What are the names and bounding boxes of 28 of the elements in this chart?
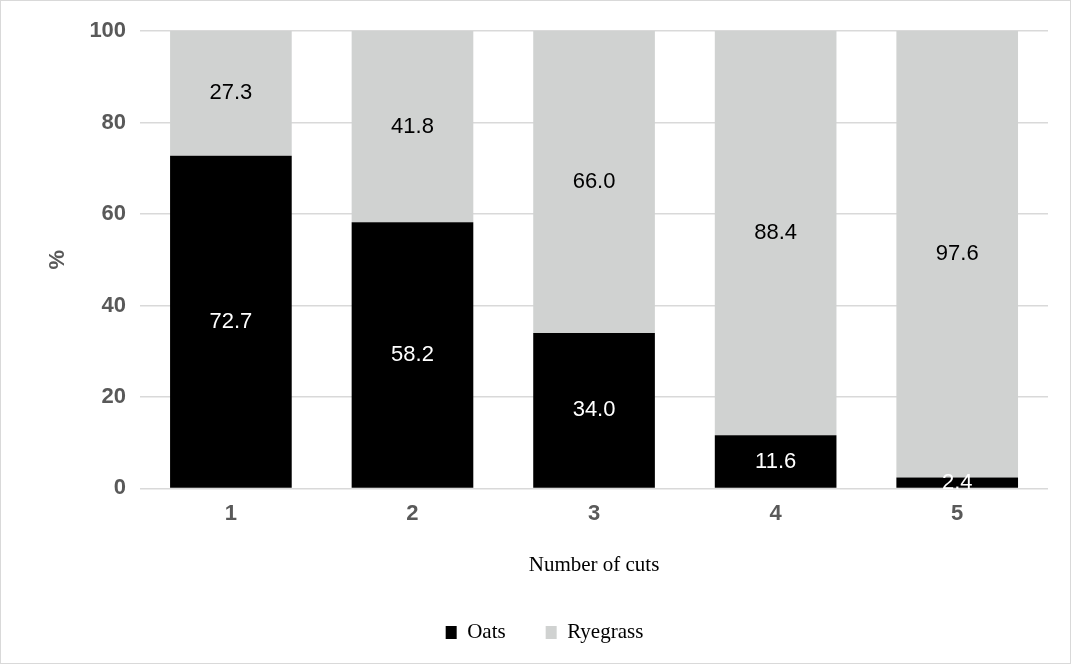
data-label: 66.0: [572, 168, 616, 193]
bar: [533, 332, 655, 488]
data-label: 27.3: [209, 79, 253, 105]
x-tick-label: 5: [951, 499, 964, 525]
y-axis-title: %: [44, 249, 70, 270]
x-tick-label: 4: [769, 499, 783, 525]
y-tick-label: 20: [101, 382, 127, 408]
bar: [351, 222, 474, 488]
legend-label: Ryegrass: [567, 619, 644, 644]
data-label: 88.4: [754, 219, 798, 245]
y-tick-label: 60: [101, 200, 127, 226]
data-label: 58.2: [391, 340, 434, 366]
y-tick-label: 80: [101, 108, 127, 134]
data-label: 11.6: [755, 447, 797, 473]
y-tick-label: 0: [113, 474, 127, 500]
y-tick-label: 40: [101, 291, 127, 317]
x-tick-label: 3: [587, 499, 601, 525]
data-label: 34.0: [572, 396, 616, 422]
data-label: 97.6: [935, 240, 979, 266]
data-label: 72.7: [209, 307, 253, 333]
x-tick-label: 2: [406, 499, 419, 525]
bar: [170, 155, 292, 488]
bar: [714, 435, 837, 488]
data-label: 41.8: [391, 112, 434, 138]
legend-label: Oats: [467, 619, 506, 644]
x-tick-label: 1: [224, 499, 238, 525]
x-axis-title: Number of cuts: [528, 551, 660, 576]
y-tick-label: 100: [89, 17, 127, 43]
